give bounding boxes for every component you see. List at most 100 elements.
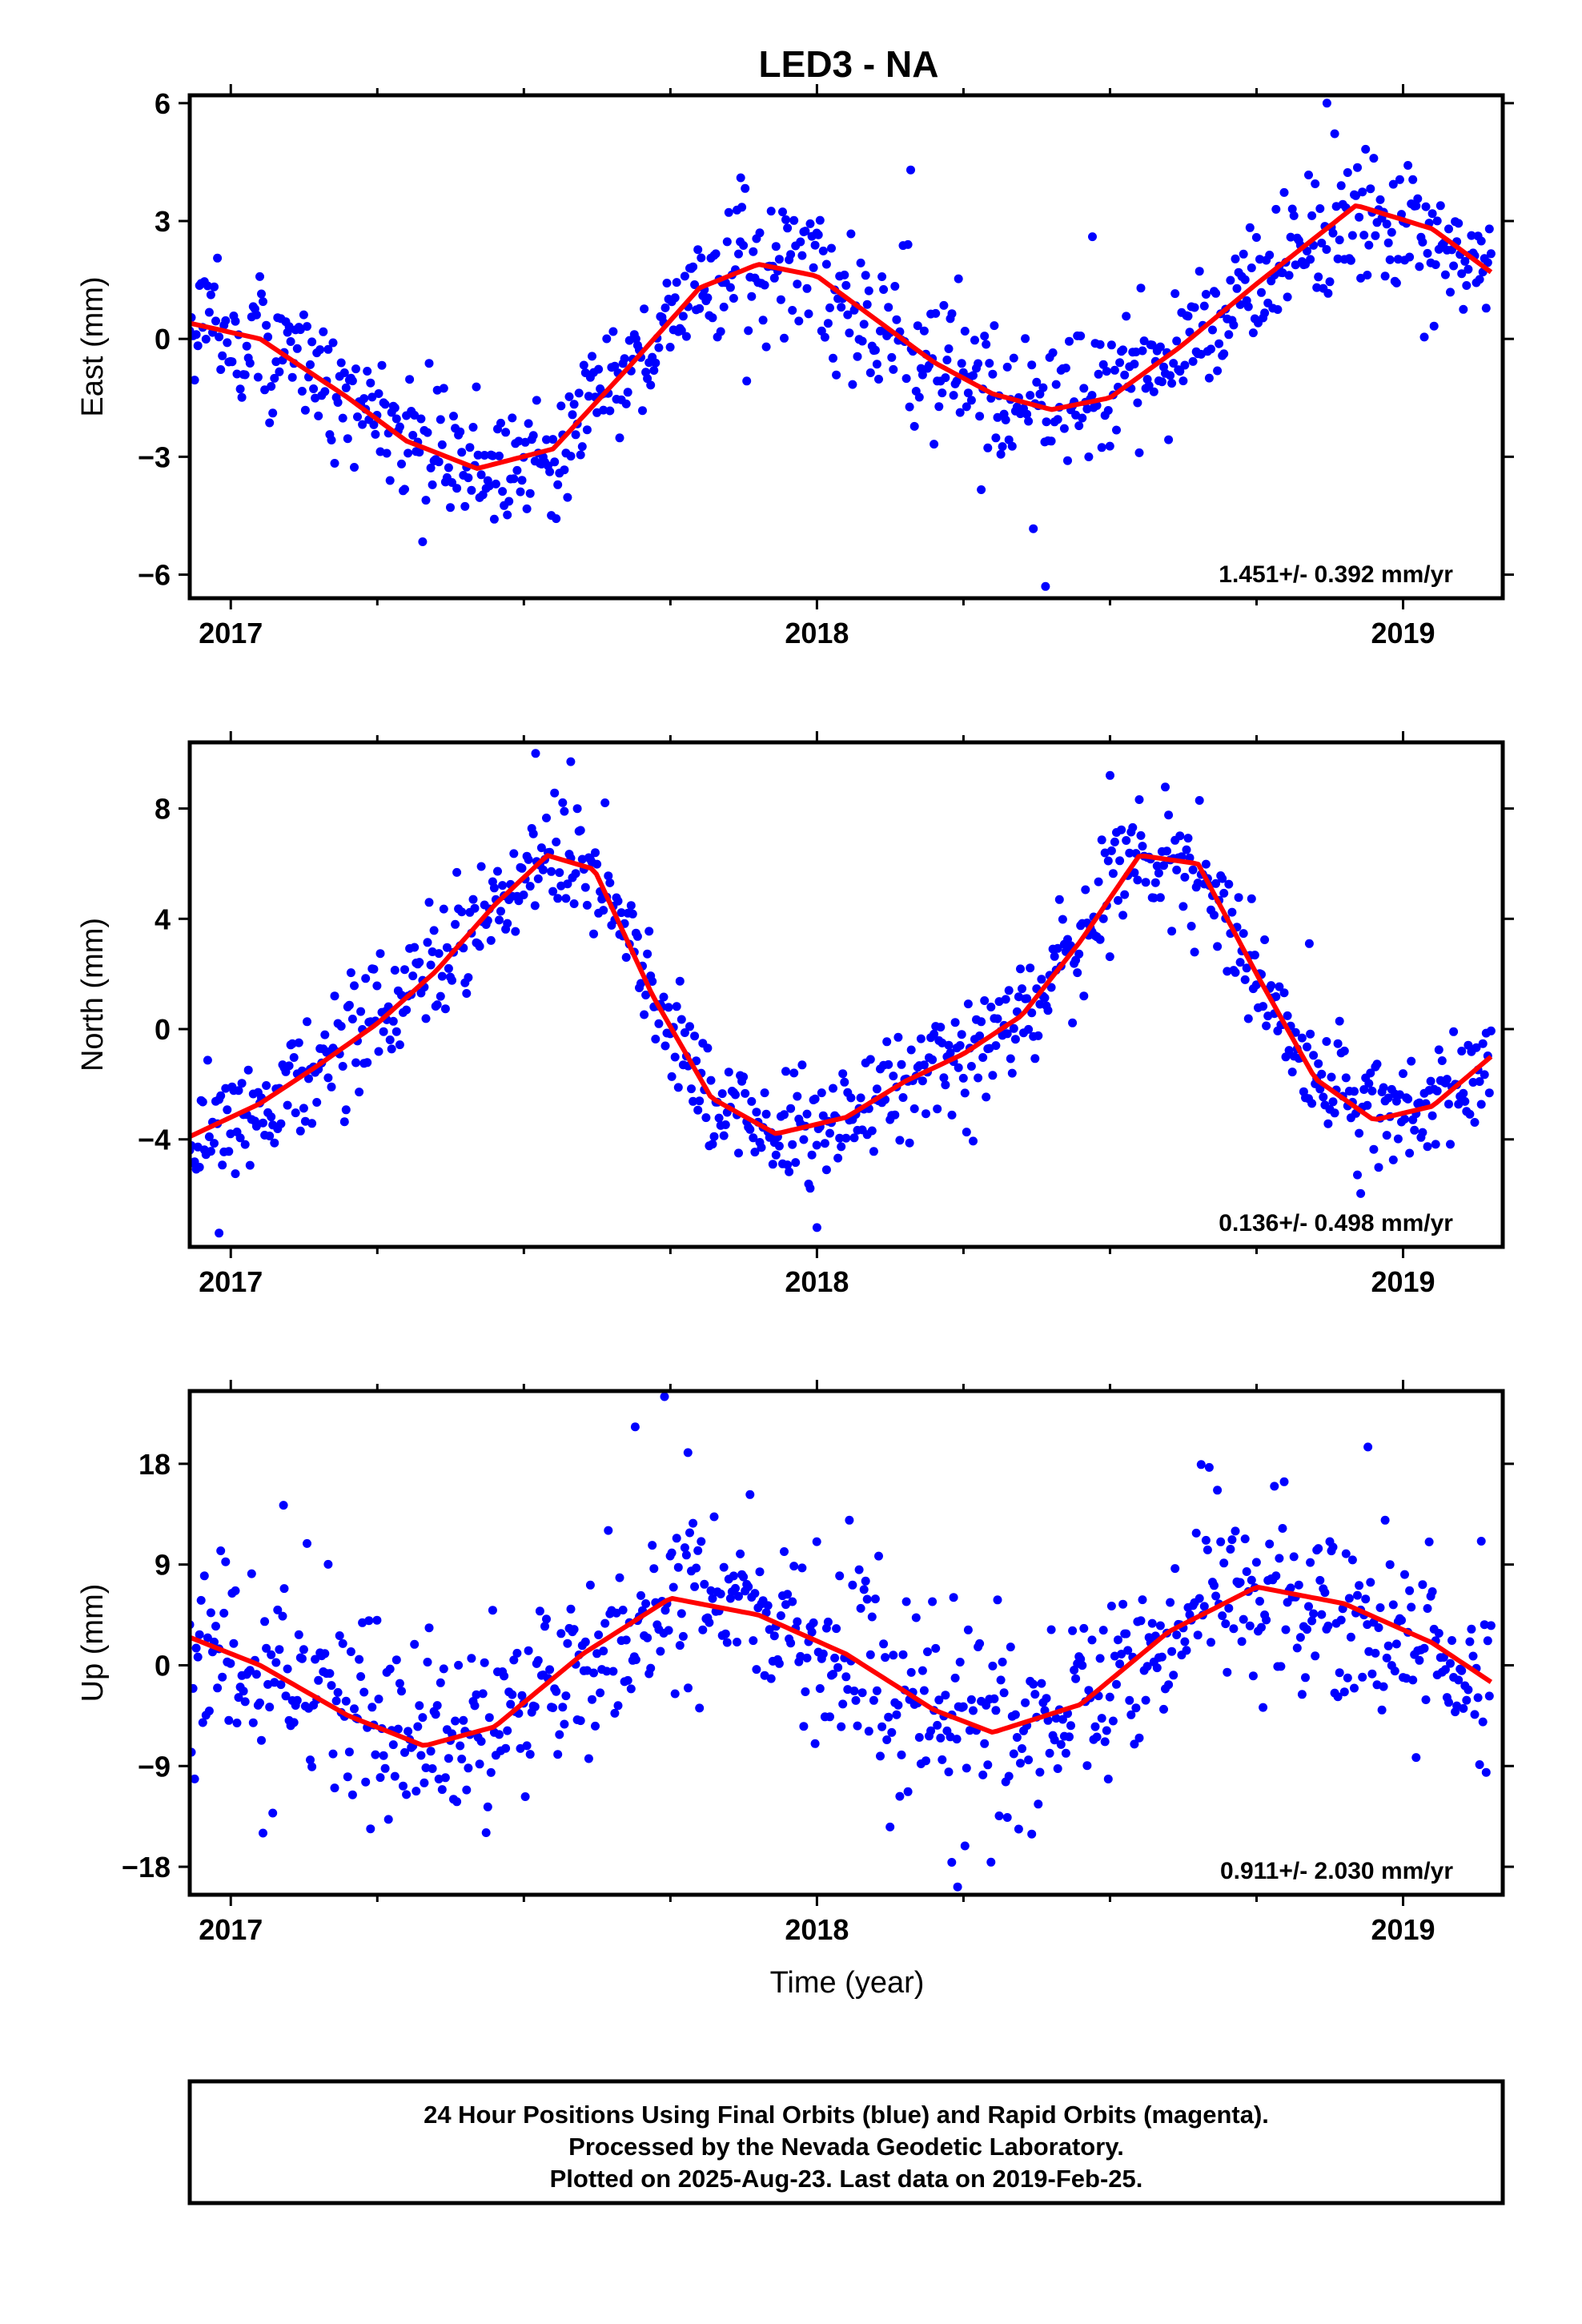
- north-point: [245, 1160, 255, 1170]
- north-point: [1391, 1096, 1401, 1106]
- east-point: [1022, 409, 1032, 419]
- east-point: [1383, 238, 1393, 247]
- east-point: [552, 514, 561, 524]
- east-point: [353, 412, 362, 421]
- east-point: [1444, 224, 1453, 234]
- north-x-tick-label: 2019: [1371, 1265, 1435, 1298]
- up-point: [996, 1675, 1006, 1685]
- north-point: [788, 1140, 797, 1149]
- up-point: [1218, 1611, 1227, 1621]
- up-point: [923, 1647, 932, 1657]
- east-point: [512, 465, 522, 475]
- up-point: [1328, 1542, 1338, 1552]
- north-point: [768, 1160, 777, 1169]
- north-point: [1186, 922, 1196, 931]
- east-point: [621, 399, 631, 408]
- up-point: [1170, 1564, 1180, 1574]
- up-point: [837, 1722, 846, 1731]
- up-point: [684, 1683, 693, 1693]
- east-point: [949, 391, 958, 400]
- up-point: [1021, 1698, 1030, 1707]
- east-point: [320, 387, 330, 396]
- east-point: [371, 429, 380, 439]
- north-point: [476, 862, 486, 871]
- north-point: [307, 1119, 317, 1128]
- up-point: [383, 1815, 393, 1824]
- up-point: [1169, 1671, 1178, 1680]
- up-point: [1297, 1690, 1307, 1699]
- up-point: [234, 1693, 243, 1703]
- east-point: [1257, 287, 1266, 297]
- east-point: [231, 316, 240, 326]
- up-point: [265, 1703, 275, 1712]
- east-point: [1330, 129, 1339, 139]
- east-point: [690, 280, 700, 289]
- east-point: [1240, 275, 1250, 284]
- north-point: [1480, 1070, 1489, 1080]
- east-point: [1336, 181, 1346, 191]
- east-point: [1169, 359, 1178, 368]
- east-point: [227, 357, 237, 367]
- north-point: [752, 1108, 761, 1117]
- up-point: [763, 1601, 773, 1610]
- up-point: [560, 1719, 569, 1729]
- east-point: [761, 342, 771, 352]
- north-point: [605, 878, 615, 887]
- north-point: [703, 1043, 713, 1053]
- up-point: [1245, 1621, 1255, 1630]
- north-point: [1120, 890, 1130, 899]
- north-point: [1359, 1085, 1369, 1094]
- north-point: [1426, 1076, 1435, 1086]
- east-point: [330, 459, 339, 468]
- up-point: [697, 1537, 706, 1546]
- east-point: [1283, 292, 1292, 302]
- up-point: [1355, 1581, 1364, 1590]
- up-point: [1247, 1575, 1256, 1585]
- east-point: [1358, 187, 1367, 197]
- up-point: [1095, 1654, 1105, 1663]
- up-point: [853, 1721, 862, 1731]
- up-point: [462, 1785, 472, 1795]
- north-point: [783, 1160, 793, 1170]
- east-point: [424, 359, 434, 368]
- north-point: [1058, 915, 1067, 924]
- east-point: [1038, 383, 1048, 392]
- north-point: [444, 963, 453, 973]
- north-point: [495, 915, 504, 925]
- east-point: [1175, 367, 1185, 376]
- north-point: [1271, 992, 1281, 1001]
- up-point: [1224, 1603, 1234, 1613]
- up-point: [1279, 1477, 1289, 1486]
- east-point: [1105, 441, 1114, 451]
- east-point: [299, 310, 308, 320]
- east-point: [268, 408, 278, 418]
- up-point: [994, 1811, 1004, 1820]
- up-point: [213, 1683, 223, 1693]
- east-point: [729, 294, 738, 303]
- east-point: [906, 165, 915, 175]
- up-point: [1002, 1813, 1012, 1822]
- north-point: [750, 1148, 760, 1157]
- up-point: [1366, 1578, 1375, 1587]
- north-x-tick-label: 2018: [785, 1265, 849, 1298]
- up-point: [320, 1649, 330, 1659]
- north-point: [1328, 1097, 1338, 1107]
- up-point: [512, 1648, 522, 1658]
- north-point: [231, 1169, 240, 1179]
- east-point: [689, 262, 698, 271]
- east-point: [213, 253, 223, 263]
- up-point: [273, 1605, 283, 1614]
- footer-box: 24 Hour Positions Using Final Orbits (bl…: [187, 2079, 1505, 2205]
- east-point: [1343, 168, 1352, 177]
- east-point: [734, 249, 743, 259]
- up-point: [555, 1730, 564, 1739]
- east-point: [662, 279, 672, 287]
- up-point: [1024, 1755, 1034, 1765]
- north-point: [693, 1105, 703, 1115]
- north-point: [486, 935, 496, 945]
- up-point: [231, 1586, 240, 1595]
- east-point: [1333, 254, 1343, 263]
- north-point: [400, 965, 409, 975]
- up-point: [1004, 1771, 1014, 1781]
